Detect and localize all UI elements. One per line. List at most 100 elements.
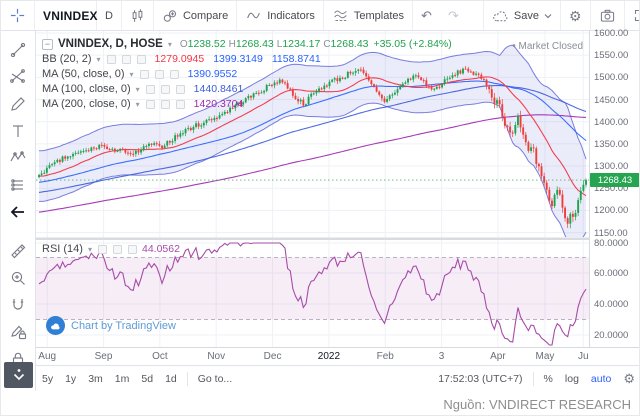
eye-icon[interactable] bbox=[106, 54, 116, 64]
indicator-label[interactable]: MA (200, close, 0) bbox=[42, 98, 131, 110]
indicator-label[interactable]: MA (50, close, 0) bbox=[42, 68, 125, 80]
ohlc-key: L bbox=[276, 39, 283, 50]
close-icon[interactable] bbox=[136, 54, 146, 64]
range-5y-button[interactable]: 5y bbox=[42, 372, 54, 385]
hidden-tools-button[interactable] bbox=[4, 362, 33, 388]
measure-tool-button[interactable] bbox=[4, 238, 32, 264]
bottom-gear-button[interactable]: ⚙ bbox=[623, 371, 635, 386]
eye-icon[interactable] bbox=[139, 69, 149, 79]
save-button[interactable]: Save bbox=[482, 1, 561, 30]
log-scale-button[interactable]: log bbox=[564, 372, 579, 385]
drawing-mode-button[interactable] bbox=[4, 319, 32, 345]
close-icon[interactable] bbox=[169, 69, 179, 79]
percent-scale-button[interactable]: % bbox=[543, 372, 553, 385]
caret-down-icon bbox=[544, 13, 552, 19]
indicator-caret-icon[interactable]: ▾ bbox=[135, 84, 140, 94]
redo-button[interactable]: ↷ bbox=[440, 1, 467, 30]
collapse-toolbar-button[interactable] bbox=[4, 199, 32, 225]
tradingview-attribution[interactable]: Chart by TradingView bbox=[46, 316, 176, 335]
eye-icon[interactable] bbox=[97, 244, 107, 254]
chart-settings-button[interactable]: ⚙ bbox=[561, 1, 591, 30]
tradingview-cloud-logo bbox=[46, 316, 65, 335]
forecast-tool-button[interactable] bbox=[4, 172, 32, 198]
brush-tool-button[interactable] bbox=[4, 91, 32, 117]
interval-button[interactable]: D bbox=[97, 1, 122, 30]
compare-icon bbox=[162, 8, 178, 24]
gann-fib-tool-button[interactable] bbox=[4, 64, 32, 90]
chart-area[interactable]: − VNINDEX, D, HOSE ▾ O1238.52 H1268.43 L12… bbox=[36, 31, 589, 347]
divider bbox=[186, 371, 188, 386]
indicator-label[interactable]: MA (100, close, 0) bbox=[42, 83, 131, 95]
range-1m-button[interactable]: 1m bbox=[114, 372, 130, 385]
settings-icon[interactable] bbox=[160, 99, 170, 109]
close-icon[interactable] bbox=[175, 84, 185, 94]
indicator-label[interactable]: BB (20, 2) bbox=[42, 53, 92, 65]
indicator-caret-icon[interactable]: ▾ bbox=[135, 99, 140, 109]
indicator-legend-row: MA (50, close, 0) ▾ 1390.9552 bbox=[42, 67, 452, 81]
pencil-lock-icon bbox=[11, 325, 27, 340]
magnifier-plus-icon bbox=[11, 271, 25, 285]
legend-caret-icon[interactable]: ▾ bbox=[167, 39, 172, 49]
price-tick-label: 1450.00 bbox=[594, 94, 629, 106]
indicator-legend-row: BB (20, 2) ▾ 1279.0945 1399.3149 1158.8741 bbox=[42, 52, 452, 66]
zoom-in-tool-button[interactable] bbox=[4, 265, 32, 291]
settings-icon[interactable] bbox=[154, 69, 164, 79]
time-axis[interactable]: Aug Sep Oct Nov Dec 2022 Feb 3 Apr May Ju bbox=[36, 347, 639, 365]
time-tick-label: 2022 bbox=[317, 351, 341, 362]
trend-line-tool-button[interactable] bbox=[4, 37, 32, 63]
drawing-toolbar bbox=[1, 31, 36, 391]
collapse-legend-button[interactable]: − bbox=[42, 38, 53, 50]
clock-label[interactable]: 17:52:03 (UTC+7) bbox=[438, 372, 523, 385]
price-tick-label: 1550.00 bbox=[594, 50, 629, 62]
range-1y-button[interactable]: 1y bbox=[65, 372, 77, 385]
pattern-tool-button[interactable] bbox=[4, 145, 32, 171]
compare-button[interactable]: Compare bbox=[154, 1, 238, 30]
time-tick-label: Oct bbox=[152, 351, 168, 362]
rsi-caret-icon[interactable]: ▾ bbox=[87, 244, 92, 254]
screenshot-button[interactable] bbox=[591, 1, 625, 30]
magnet-icon bbox=[12, 299, 24, 310]
chart-legend: − VNINDEX, D, HOSE ▾ O1238.52 H1268.43 L12… bbox=[42, 37, 452, 112]
source-label: Nguồn: VNDIRECT RESEARCH bbox=[443, 396, 631, 412]
save-label: Save bbox=[513, 9, 539, 22]
eye-icon[interactable] bbox=[145, 99, 155, 109]
symbol-button[interactable]: VNINDEX bbox=[35, 1, 98, 30]
chart-canvas[interactable] bbox=[36, 31, 589, 347]
indicator-caret-icon[interactable]: ▾ bbox=[129, 69, 134, 79]
legend-symbol-title[interactable]: VNINDEX, D, HOSE bbox=[58, 38, 163, 50]
crossed-lines-icon bbox=[10, 69, 25, 83]
eye-icon[interactable] bbox=[145, 84, 155, 94]
time-tick-label: 3 bbox=[438, 351, 445, 362]
market-status: • Market Closed bbox=[512, 41, 583, 52]
settings-icon[interactable] bbox=[160, 84, 170, 94]
ohlc-val: 1238.52 bbox=[187, 38, 226, 50]
close-icon[interactable] bbox=[127, 244, 137, 254]
ohlc-val: 1234.17 bbox=[282, 38, 321, 50]
price-axis[interactable]: 1268.43 1150.00 1200.00 1250.00 1300.00 1350… bbox=[589, 28, 639, 347]
goto-button[interactable]: Go to... bbox=[197, 372, 233, 385]
range-3m-button[interactable]: 3m bbox=[88, 372, 103, 385]
crosshair-button[interactable] bbox=[1, 1, 35, 30]
close-icon[interactable] bbox=[175, 99, 185, 109]
indicators-button[interactable]: Indicators bbox=[237, 1, 324, 30]
settings-icon[interactable] bbox=[121, 54, 131, 64]
range-5d-button[interactable]: 5d bbox=[141, 372, 154, 385]
range-1d-button[interactable]: 1d bbox=[165, 372, 177, 385]
templates-icon bbox=[332, 8, 349, 23]
indicator-caret-icon[interactable]: ▾ bbox=[96, 54, 101, 64]
settings-icon[interactable] bbox=[112, 244, 122, 254]
fullscreen-button[interactable] bbox=[625, 1, 640, 30]
templates-button[interactable]: Templates bbox=[324, 1, 414, 30]
rsi-label[interactable]: RSI (14) bbox=[42, 243, 83, 255]
magnet-mode-button[interactable] bbox=[4, 292, 32, 318]
auto-scale-button[interactable]: auto bbox=[590, 372, 612, 385]
time-tick-label: Sep bbox=[94, 351, 113, 362]
chart-style-button[interactable] bbox=[122, 1, 154, 30]
undo-button[interactable]: ↶ bbox=[413, 1, 440, 30]
indicator-legend-row: MA (100, close, 0) ▾ 1440.8461 bbox=[42, 82, 452, 96]
change-value: +35.05 (+2.84%) bbox=[373, 38, 452, 50]
compare-label: Compare bbox=[182, 9, 229, 22]
price-tick-label: 1250.00 bbox=[594, 183, 629, 195]
text-tool-button[interactable] bbox=[4, 118, 32, 144]
indicator-value: 1390.9552 bbox=[187, 68, 238, 80]
